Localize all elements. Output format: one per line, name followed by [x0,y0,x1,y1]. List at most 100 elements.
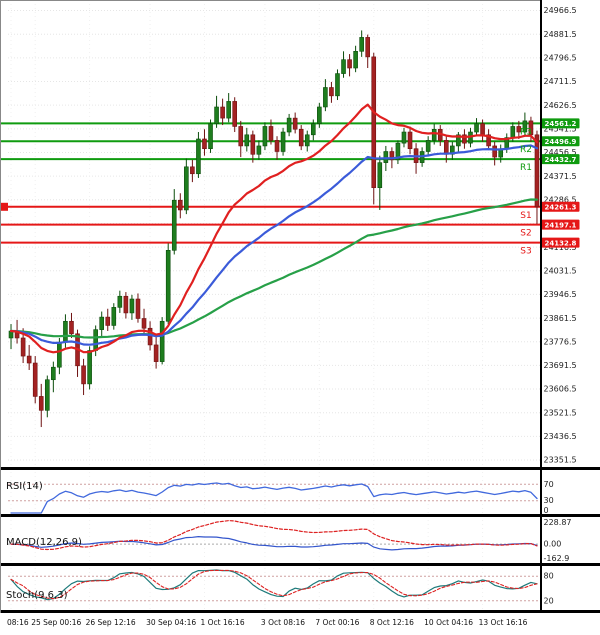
level-badge-s2 [541,219,580,230]
candle-body [480,123,485,136]
rsi-axis-label: 0 [544,506,549,515]
candle-body [190,166,195,175]
rsi-axis-label: 70 [544,480,554,489]
level-label-r2: R2 [520,145,532,155]
candle-body [184,166,189,211]
candle-body [431,128,437,141]
axis-divider [540,0,542,613]
candle-body [141,318,147,329]
candle-body [250,134,256,155]
candle-body [57,341,62,368]
price-axis-label: 24031.5 [544,266,577,275]
macd-axis-label: 0.00 [544,540,562,549]
stoch-axis-label: 20 [544,596,554,605]
price-axis-label: 23776.5 [544,337,577,346]
rsi-panel-title: RSI(14) [6,481,43,492]
level-badge-s1 [541,201,580,212]
price-axis-label: 23521.5 [544,408,577,417]
candle-body [44,379,50,411]
candle-body [347,59,352,69]
macd-axis-label: 228.87 [544,518,572,527]
candle-body [117,295,123,308]
candle-body [389,151,395,161]
candle-body [63,320,68,343]
price-axis-label: 24881.5 [544,30,577,39]
candle-body [238,126,244,147]
panel-separator [0,467,600,470]
panel-separator [0,514,600,517]
price-axis-label: 24796.5 [544,54,577,63]
candle-body [159,320,165,362]
level-badge-text: 24561.2 [545,120,577,128]
candle-body [395,142,401,161]
candle-body [443,140,449,155]
candle-body [171,199,177,251]
candle-body [486,134,491,147]
price-axis-label: 24966.5 [544,6,577,15]
panel-separator [0,610,600,613]
candle-body [268,126,274,141]
candle-body [304,134,310,147]
candle-body [383,151,389,163]
rsi-axis-label: 30 [544,496,554,505]
candle-body [220,106,225,119]
candle-body [129,298,135,314]
level-label-r1: R1 [520,163,532,173]
level-badge-s3 [541,237,580,248]
stoch-panel-title: Stoch(9,6,3) [6,590,68,601]
price-axis-label: 23861.5 [544,314,577,323]
stoch-axis-label: 80 [544,572,554,581]
candle-body [456,134,461,147]
candle-body [32,362,38,397]
candle-body [87,350,92,385]
slow-ma-line [9,198,539,339]
candle-body [353,51,358,69]
candle-body [262,126,268,147]
date-axis-label: 13 Oct 16:16 [479,618,528,627]
level-badge-text: 24432.7 [545,156,577,164]
candle-body [341,59,346,74]
price-axis-label: 23351.5 [544,456,577,465]
level-badge-r1 [541,154,580,165]
candle-body [123,295,129,314]
candle-body [462,134,467,144]
candle-body [208,123,213,150]
candle-body [377,162,383,188]
candle-body [298,128,304,147]
level-label-s3: S3 [520,247,531,257]
panel-separator [0,563,600,566]
support-left-marker [0,202,8,211]
candle-body [51,366,56,381]
candle-body [365,37,371,58]
date-axis-label: 25 Sep 00:16 [31,618,81,627]
date-axis-label: 8 Oct 12:16 [370,618,414,627]
date-axis-label: 1 Oct 16:16 [200,618,244,627]
price-axis-label: 24711.5 [544,77,577,86]
candle-body [256,145,262,155]
candle-body [135,298,141,319]
candle-body [323,87,328,108]
price-axis-label: 24456.5 [544,148,577,157]
stoch-d-line [10,569,538,600]
candle-body [153,344,159,362]
candle-body [510,126,516,138]
date-axis-label: 7 Oct 00:16 [315,618,359,627]
level-badge-text: 24197.1 [545,221,577,229]
level-label-s2: S2 [520,229,531,239]
candle-body [93,329,98,351]
candle-body [310,123,316,136]
candle-body [407,131,413,150]
level-label-s1: S1 [520,211,531,221]
candle-body [335,73,340,97]
candle-body [232,101,238,127]
candle-body [38,396,44,411]
date-axis-label: 08:16 [7,618,29,627]
macd-panel-title: MACD(12,26,9) [6,537,82,548]
top-border [0,0,540,1]
price-axis-label: 23946.5 [544,290,577,299]
candle-body [202,138,207,150]
candle-body [69,320,74,335]
price-axis-label: 23606.5 [544,385,577,394]
